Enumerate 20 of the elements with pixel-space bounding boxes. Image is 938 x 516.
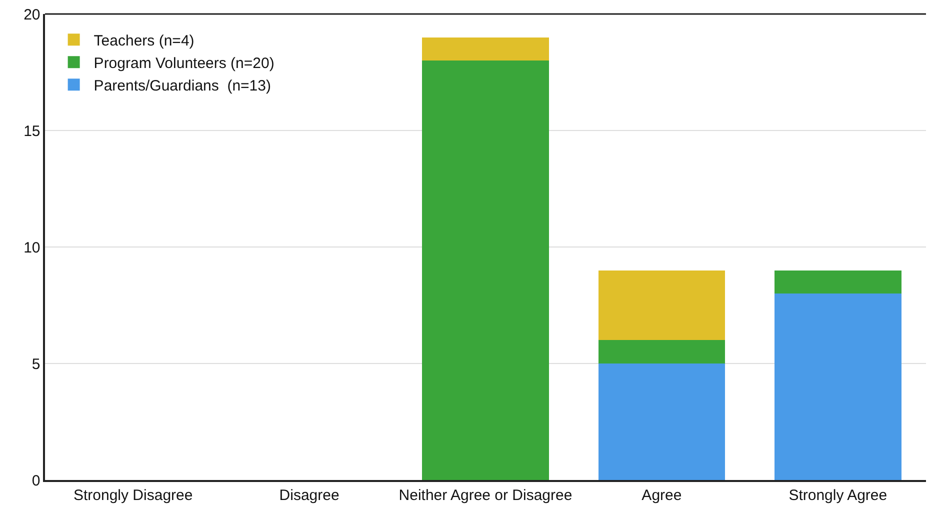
bar: [598, 270, 726, 340]
y-tick-label: 10: [24, 239, 40, 256]
y-tick-label: 5: [32, 356, 40, 373]
x-tick-label: Strongly Disagree: [73, 486, 193, 504]
bar: [422, 60, 549, 480]
bar: [774, 270, 902, 294]
legend-label: Parents/Guardians (n=13): [94, 77, 271, 94]
y-tick-label: 20: [24, 6, 40, 24]
bar: [422, 37, 549, 61]
bar: [774, 294, 902, 480]
legend-label: Teachers (n=4): [94, 32, 194, 50]
y-tick-label: 0: [32, 472, 40, 490]
x-tick-label: Agree: [642, 486, 682, 504]
x-tick-label: Disagree: [279, 486, 340, 504]
x-tick-label: Neither Agree or Disagree: [398, 486, 572, 504]
y-tick-label: 15: [24, 122, 40, 140]
bar: [598, 340, 726, 364]
x-tick-label: Strongly Agree: [788, 486, 888, 504]
bar: [598, 364, 726, 480]
legend-label: Program Volunteers (n=20): [94, 54, 274, 72]
